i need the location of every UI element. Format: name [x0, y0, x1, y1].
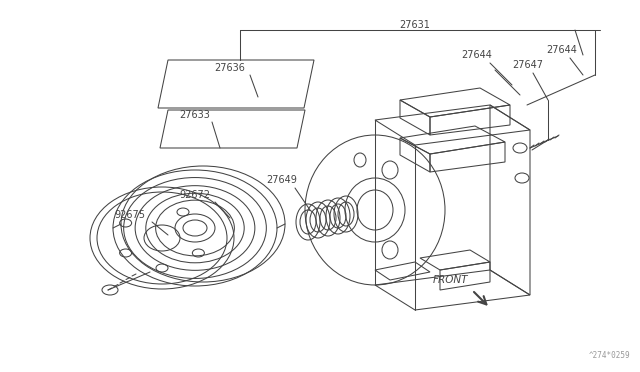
- Text: 27636: 27636: [214, 63, 245, 73]
- Text: 27647: 27647: [513, 60, 543, 70]
- Text: 27644: 27644: [461, 50, 492, 60]
- Text: 27633: 27633: [180, 110, 211, 120]
- Text: 27644: 27644: [547, 45, 577, 55]
- Text: 92672: 92672: [179, 190, 211, 200]
- Text: 27649: 27649: [267, 175, 298, 185]
- Text: 92675: 92675: [115, 210, 145, 220]
- Text: 27631: 27631: [399, 20, 431, 30]
- Text: ^274*0259: ^274*0259: [588, 350, 630, 359]
- Text: FRONT: FRONT: [432, 275, 468, 285]
